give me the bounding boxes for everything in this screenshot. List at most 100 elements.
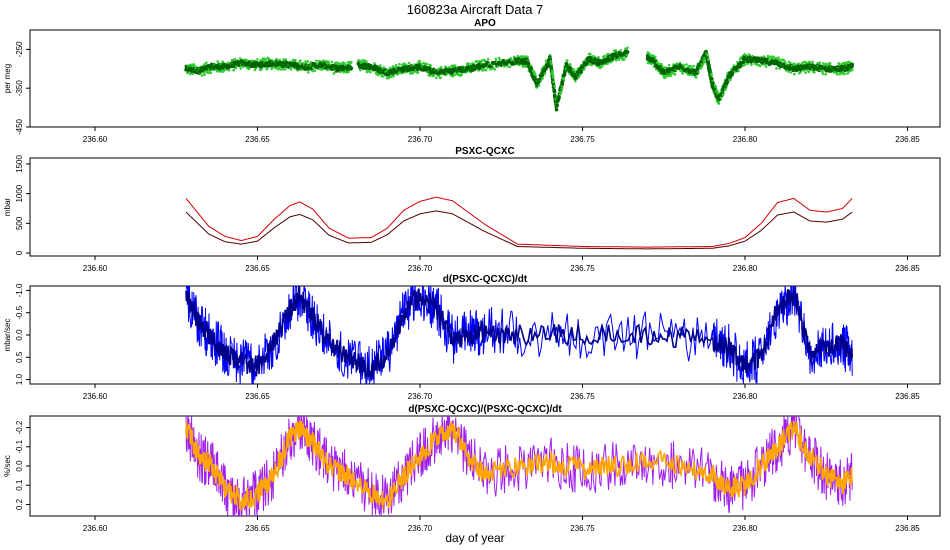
apo-point-light (439, 76, 442, 80)
apo-point-light (416, 71, 420, 75)
apo-point-light (283, 68, 287, 71)
apo-point (512, 62, 517, 66)
apo-point-light (682, 63, 686, 67)
apo-point-light (703, 61, 706, 64)
apo-point-light (373, 62, 376, 65)
apo-point-light (669, 74, 673, 77)
apo-point-light (721, 93, 725, 96)
apo-point-light (667, 63, 671, 67)
apo-point (349, 66, 354, 71)
apo-point (707, 63, 711, 68)
apo-point-light (758, 64, 762, 68)
panel-2-frame (29, 157, 941, 257)
apo-point-light (716, 91, 720, 94)
panel-3-xtick-label: 236.60 (83, 392, 108, 401)
apo-point-light (577, 75, 581, 79)
panel-3-xtick-label: 236.85 (895, 392, 920, 401)
apo-point-light (813, 71, 816, 74)
panel-3-ytick-label: -0.5 (15, 305, 24, 319)
panel-2-xtick-label: 236.60 (83, 264, 108, 273)
apo-point-light (625, 53, 628, 57)
apo-point-light (347, 70, 351, 74)
apo-point-light (250, 59, 254, 62)
panel-2-xtick-label: 236.85 (895, 264, 920, 273)
panel-1-ytick-label: -250 (15, 41, 24, 58)
apo-point-light (508, 65, 512, 69)
apo-point (552, 89, 557, 94)
apo-point-light (434, 76, 438, 80)
apo-point-light (660, 63, 664, 67)
panel-4-ylabel: %/sec (3, 455, 12, 477)
apo-point-light (549, 60, 552, 63)
apo-point-light (439, 65, 443, 69)
panel-3-ytick-label: -1.0 (15, 283, 24, 297)
apo-point-light (701, 63, 705, 66)
apo-point-light (387, 75, 391, 79)
figure-xlabel: day of year (445, 531, 505, 545)
panel-3-xtick-label: 236.75 (570, 392, 595, 401)
apo-point-light (338, 61, 341, 65)
apo-point (560, 81, 565, 86)
panel-3-xtick-label: 236.65 (245, 392, 270, 401)
apo-point-light (315, 59, 318, 63)
apo-point-light (673, 73, 677, 76)
apo-point-light (488, 62, 491, 66)
panel-4-frame (29, 415, 941, 517)
apo-point-light (579, 73, 582, 76)
apo-point-light (382, 66, 386, 69)
apo-point-light (203, 73, 206, 77)
apo-point (557, 95, 561, 100)
apo-point-light (327, 60, 330, 64)
apo-point-light (453, 64, 457, 68)
apo-point-light (306, 60, 310, 63)
apo-point-light (311, 69, 315, 73)
apo-point-light (432, 74, 436, 77)
apo-point-light (498, 58, 502, 62)
apo-point-light (662, 74, 665, 77)
apo-point-light (208, 69, 212, 72)
apo-point-light (850, 68, 854, 71)
apo-point-light (238, 57, 242, 60)
apo-point-light (272, 59, 276, 63)
apo-point-light (294, 58, 297, 62)
apo-point-light (265, 66, 269, 70)
apo-point-light (233, 57, 237, 61)
apo-point-light (428, 74, 432, 77)
apo-point-light (359, 68, 362, 72)
apo-point-light (379, 64, 382, 67)
apo-point-light (365, 60, 368, 63)
apo-point-light (690, 73, 694, 77)
apo-point-light (775, 67, 778, 70)
apo-point-light (313, 69, 317, 73)
apo-point-light (484, 68, 488, 72)
apo-point-light (560, 87, 563, 90)
apo-point-light (582, 68, 586, 71)
panel-1-ylabel: per meg (3, 64, 12, 93)
apo-point-light (235, 65, 238, 68)
apo-point-light (551, 76, 555, 79)
apo-point-light (207, 71, 210, 74)
apo-point-light (710, 74, 713, 77)
panel-2-ytick-label: 500 (15, 216, 24, 230)
panel-1-xtick-label: 236.70 (408, 135, 433, 144)
apo-point-light (369, 70, 372, 74)
apo-point-light (707, 57, 710, 61)
apo-point-light (191, 72, 195, 76)
apo-point-light (392, 74, 395, 78)
panel-1-ytick-label: -350 (15, 80, 24, 97)
apo-point-light (699, 67, 702, 71)
apo-point-light (681, 72, 685, 75)
apo-point-light (615, 58, 618, 62)
series-line-1 (185, 196, 853, 248)
apo-point-light (706, 54, 709, 57)
apo-point-light (256, 58, 259, 61)
apo-point-light (537, 84, 541, 88)
apo-point-light (300, 68, 303, 71)
panel-3-title: d(PSXC-QCXC)/dt (442, 274, 528, 285)
apo-point-light (624, 47, 627, 50)
apo-point-light (685, 63, 688, 66)
apo-point-light (798, 71, 802, 74)
apo-point-light (572, 68, 576, 71)
